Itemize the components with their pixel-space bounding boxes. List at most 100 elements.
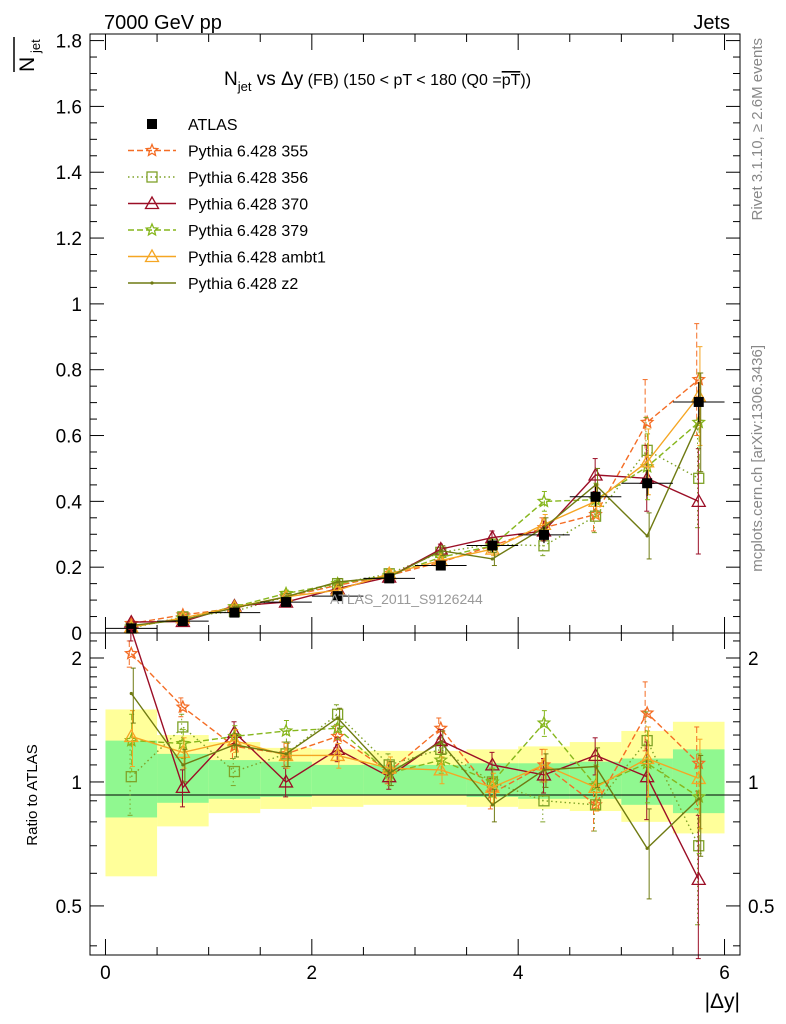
ratio-panel: 0.5 0.5 1 1 2 2 0 2 4 6 Ratio to ATLAS |Δy| xyxy=(24,628,775,1013)
legend-entry: Pythia 6.428 z2 xyxy=(128,276,298,293)
title-q0: pT xyxy=(502,72,521,89)
data-point xyxy=(490,557,494,561)
ratio-y-label: Ratio to ATLAS xyxy=(24,744,41,845)
ratio-point xyxy=(278,747,294,762)
ratio-point xyxy=(588,797,603,812)
ratio-point xyxy=(232,743,237,747)
atlas-point xyxy=(487,540,498,551)
ratio-point xyxy=(697,797,701,801)
ratio-point xyxy=(278,746,294,761)
legend-label: Pythia 6.428 z2 xyxy=(188,276,298,293)
main-y-tick-labels: 0 0.2 0.4 0.6 0.8 1 1.2 1.4 1.6 1.8 xyxy=(56,32,83,645)
legend-entry: ATLAS xyxy=(147,117,238,134)
ratio-series-group xyxy=(123,628,707,960)
legend-marker xyxy=(144,222,160,237)
atlas-point xyxy=(538,529,549,540)
ratio-point xyxy=(645,846,649,850)
series-line xyxy=(131,422,700,627)
atlas-point xyxy=(693,396,704,407)
x-tick-label: 6 xyxy=(719,963,730,984)
ratio-point xyxy=(485,774,500,789)
data-point xyxy=(691,414,707,429)
ratio-point xyxy=(330,747,346,762)
ratio-point xyxy=(490,803,494,807)
legend: ATLAS Pythia 6.428 355 Pythia 6.428 356 Pyt… xyxy=(128,117,326,293)
stat-uncertainty-band xyxy=(311,764,364,795)
ratio-point xyxy=(129,691,133,696)
x-tick-label: 2 xyxy=(307,963,318,984)
legend-marker xyxy=(144,142,160,157)
legend-entry: Pythia 6.428 379 xyxy=(128,222,308,240)
legend-marker xyxy=(147,119,157,129)
title-n-sub: jet xyxy=(237,79,252,94)
atlas-point xyxy=(435,560,446,571)
legend-label: Pythia 6.428 370 xyxy=(188,197,308,214)
legend-label: ATLAS xyxy=(188,117,238,134)
ratio-point xyxy=(433,732,449,747)
ratio-point xyxy=(181,763,185,767)
ratio-point xyxy=(588,777,603,792)
data-point xyxy=(639,454,655,468)
y-label-n: N xyxy=(16,57,39,72)
ratio-point xyxy=(691,871,707,886)
y-tick-label: 0.6 xyxy=(56,427,82,448)
ratio-point xyxy=(284,752,288,756)
main-panel: 0 0.2 0.4 0.6 0.8 1 1.2 1.4 1.6 1.8 N jet Njet vs… xyxy=(13,32,741,645)
y-tick-label: 1 xyxy=(71,295,82,316)
data-point xyxy=(587,467,604,481)
data-point xyxy=(439,549,443,553)
ratio-point xyxy=(228,765,241,778)
main-series-group xyxy=(123,323,707,634)
ratio-series xyxy=(129,667,704,900)
main-x-ticks xyxy=(104,34,726,633)
x-tick-label: 0 xyxy=(100,963,111,984)
series-line xyxy=(131,395,700,628)
ratio-bands xyxy=(105,709,725,877)
ratio-point xyxy=(484,779,500,794)
ratio-tick-label-right: 2 xyxy=(748,649,759,670)
ratio-point xyxy=(439,740,443,744)
analysis-watermark: ATLAS_2011_S9126244 xyxy=(330,591,483,607)
series-line xyxy=(131,379,700,625)
ratio-point xyxy=(387,771,391,775)
ratio-tick-label-right: 1 xyxy=(748,773,759,794)
title-mid: vs Δy xyxy=(251,69,303,90)
data-point xyxy=(588,506,603,521)
title-close: )) xyxy=(520,72,531,89)
x-tick-labels: 0 2 4 6 xyxy=(100,963,730,984)
ratio-tick-label: 1 xyxy=(71,773,82,794)
legend-entry: Pythia 6.428 356 xyxy=(128,170,308,187)
legend-label: Pythia 6.428 379 xyxy=(188,223,308,240)
ratio-point xyxy=(691,770,707,785)
ratio-point xyxy=(330,720,345,735)
title-range: (150 < pT < 180 (Q0 = xyxy=(339,72,502,89)
ratio-tick-labels: 0.5 0.5 1 1 2 2 xyxy=(56,649,775,918)
ratio-point xyxy=(639,750,655,765)
ratio-point xyxy=(536,767,552,781)
ratio-ticks xyxy=(90,633,740,955)
data-point xyxy=(336,580,340,584)
legend-entry: Pythia 6.428 355 xyxy=(128,142,308,161)
main-y-label: N jet xyxy=(13,37,43,72)
legend-marker xyxy=(146,171,158,183)
y-tick-label: 0 xyxy=(71,624,82,645)
data-point xyxy=(536,493,552,508)
ratio-point xyxy=(538,795,550,807)
atlas-point xyxy=(384,573,395,584)
atlas-point xyxy=(332,591,343,602)
ratio-line xyxy=(130,653,700,806)
x-axis-label: |Δy| xyxy=(705,990,740,1013)
ratio-series xyxy=(125,704,705,926)
ratio-point xyxy=(587,747,604,762)
legend-label: Pythia 6.428 356 xyxy=(188,170,308,187)
y-tick-label: 0.2 xyxy=(56,558,82,579)
ratio-point xyxy=(542,768,546,772)
ratio-point xyxy=(175,779,191,794)
y-tick-label: 1.2 xyxy=(56,229,82,250)
ratio-point xyxy=(175,744,191,759)
data-point xyxy=(697,420,701,424)
title-fb: (FB) xyxy=(303,72,339,89)
ratio-point xyxy=(175,699,191,714)
mc-series xyxy=(123,346,707,633)
data-point xyxy=(639,414,655,429)
